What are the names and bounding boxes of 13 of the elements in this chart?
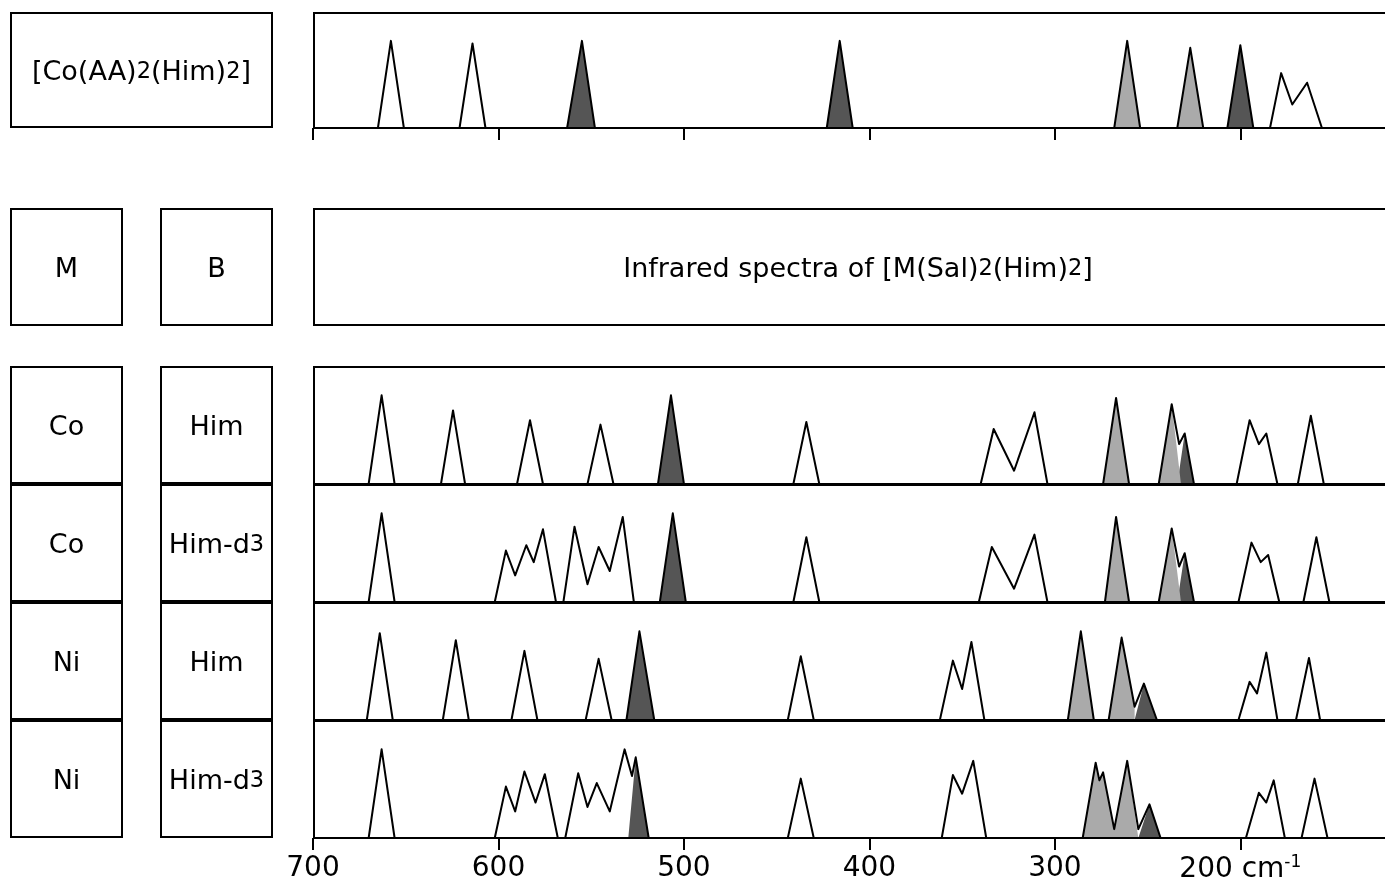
- text: Co: [10, 366, 123, 484]
- x-tick-label: 400: [842, 849, 897, 883]
- x-tick-label: 500: [657, 849, 711, 883]
- text: Co: [10, 484, 123, 602]
- text: Ni: [10, 602, 123, 720]
- text: Him: [160, 366, 273, 484]
- x-tick-label: 700: [286, 849, 340, 883]
- text: Ni: [10, 720, 123, 838]
- text: M: [10, 208, 123, 326]
- text: B: [160, 208, 273, 326]
- text: Him: [160, 602, 273, 720]
- x-tick-label: 300: [1028, 849, 1082, 883]
- x-tick-label: 600: [471, 849, 526, 883]
